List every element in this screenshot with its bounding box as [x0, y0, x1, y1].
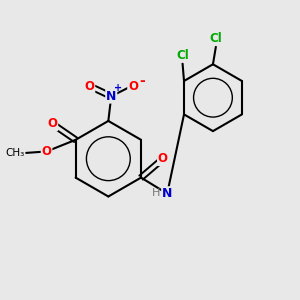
Text: Cl: Cl — [209, 32, 222, 45]
Text: O: O — [84, 80, 94, 93]
Text: N: N — [162, 187, 172, 200]
Text: O: O — [42, 145, 52, 158]
Text: O: O — [128, 80, 138, 93]
Text: -: - — [139, 74, 145, 88]
Text: +: + — [114, 83, 122, 93]
Text: Cl: Cl — [176, 49, 189, 62]
Text: H: H — [152, 188, 160, 198]
Text: N: N — [106, 90, 116, 103]
Text: O: O — [47, 117, 57, 130]
Text: O: O — [158, 152, 168, 165]
Text: CH₃: CH₃ — [6, 148, 25, 158]
